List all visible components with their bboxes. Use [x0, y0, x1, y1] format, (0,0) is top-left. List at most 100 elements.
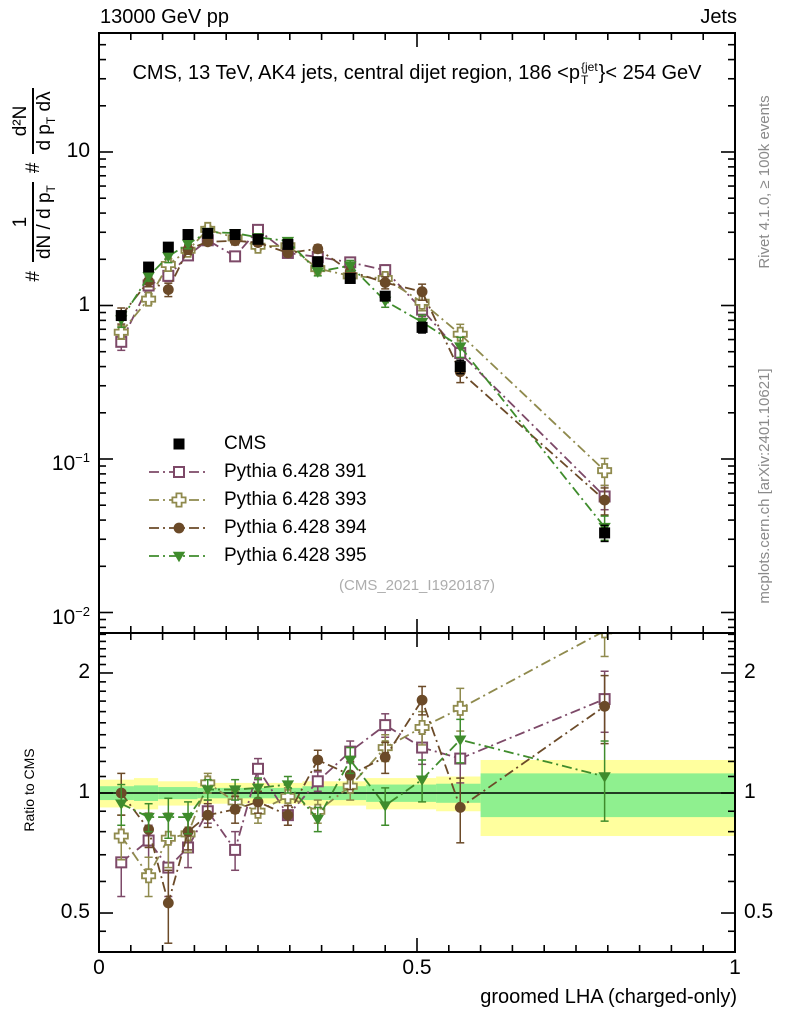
filled-triangle-marker [415, 775, 429, 786]
open-square-marker [252, 762, 264, 775]
filled-circle-marker [599, 700, 611, 712]
legend-item-pythia-394: Pythia 6.428 394 [148, 514, 367, 542]
legend-marker-sample [149, 492, 209, 508]
plot-title: CMS, 13 TeV, AK4 jets, central dijet reg… [99, 61, 735, 86]
filled-circle-marker [379, 277, 391, 288]
filled-circle-marker [162, 284, 174, 295]
cms-marker [182, 229, 194, 241]
cms-marker [312, 256, 324, 268]
ratio-y-axis-label: Ratio to CMS [21, 748, 37, 832]
beam-energy-label: 13000 GeV pp [100, 6, 229, 28]
filled-triangle-marker [454, 735, 467, 746]
cms-marker [454, 361, 466, 373]
open-cross-marker [113, 324, 129, 340]
hash-sign: # [23, 162, 44, 174]
series-main-cms [115, 227, 611, 543]
open-square-marker [229, 250, 242, 263]
open-cross-marker [414, 719, 430, 735]
ratio-y-tick-label-left: 1 [78, 780, 90, 803]
open-cross-marker [113, 828, 129, 844]
legend-label: Pythia 6.428 391 [224, 461, 367, 482]
legend-item-pythia-393: Pythia 6.428 393 [148, 486, 367, 514]
fraction-2-numerator: d²N [9, 105, 31, 137]
filled-circle-marker [229, 803, 241, 815]
cms-marker [379, 290, 391, 302]
filled-circle-marker [344, 769, 356, 781]
cms-marker [143, 261, 155, 273]
filled-triangle-marker [228, 785, 242, 796]
legend-marker-sample [149, 466, 209, 478]
filled-triangle-marker [201, 785, 214, 796]
filled-triangle-marker [379, 801, 392, 812]
main-y-tick-label: 10 [66, 139, 90, 162]
filled-triangle-marker [162, 812, 175, 824]
filled-circle-marker [252, 796, 264, 808]
pt-superscript: {jet T [581, 61, 598, 86]
series-ratio-line [120, 738, 605, 821]
x-tick-label: 0.5 [402, 956, 432, 979]
filled-circle-marker [173, 522, 185, 534]
filled-triangle-marker [181, 812, 195, 824]
filled-circle-marker [282, 809, 294, 821]
hash-sign: # [23, 271, 44, 282]
legend-label: Pythia 6.428 395 [224, 545, 367, 566]
plot-title-prefix: CMS, 13 TeV, AK4 jets, central dijet reg… [132, 61, 580, 84]
filled-triangle-marker [162, 252, 175, 263]
open-cross-marker [452, 326, 468, 342]
fraction-1-numerator: 1 [9, 216, 31, 228]
open-square-marker [173, 466, 185, 478]
filled-triangle-marker [311, 814, 324, 826]
legend-item-pythia-391: Pythia 6.428 391 [148, 458, 367, 486]
filled-triangle-marker [281, 780, 295, 791]
open-cross-marker [597, 463, 613, 479]
filled-circle-marker [599, 494, 611, 506]
legend-marker-sample [173, 438, 185, 450]
legend-label: CMS [224, 433, 267, 454]
cms-marker [344, 272, 356, 284]
filled-triangle-marker [142, 272, 155, 283]
filled-circle-marker [379, 751, 391, 763]
filled-triangle-marker [311, 267, 324, 278]
filled-triangle-marker [454, 342, 467, 353]
fraction-1-denominator: dN / d pT [31, 182, 59, 263]
cms-marker [229, 229, 241, 241]
open-cross-marker [452, 700, 468, 716]
cms-marker [416, 321, 428, 333]
plot-title-suffix: }< 254 GeV [598, 61, 702, 84]
ratio-y-tick-label-left: 0.5 [60, 900, 90, 924]
fraction-2-denominator: d pT dλ [31, 88, 59, 154]
main-y-tick-label: 10−1 [51, 450, 90, 475]
filled-circle-marker [454, 802, 466, 813]
x-tick-label: 0 [93, 956, 105, 979]
filled-triangle-marker [181, 239, 195, 251]
rivet-version-note: Rivet 4.1.0, ≥ 100k events [756, 95, 773, 269]
ratio-y-tick-label-right: 0.5 [744, 900, 774, 924]
analysis-id-watermark: (CMS_2021_I1920187) [339, 577, 495, 594]
legend-marker-sample [149, 522, 209, 534]
filled-circle-marker [416, 286, 428, 298]
pt-sup: {jet [580, 60, 598, 74]
open-cross-marker [160, 256, 176, 272]
filled-triangle-marker [344, 261, 357, 272]
ratio-y-tick-label-right: 1 [744, 780, 756, 803]
filled-circle-marker [312, 243, 324, 255]
cms-marker [282, 238, 294, 250]
filled-circle-marker [282, 247, 294, 259]
cms-marker [115, 310, 127, 322]
filled-triangle-marker [115, 799, 128, 810]
legend-label: Pythia 6.428 394 [224, 517, 367, 538]
main-y-axis-label: # 1 dN / d pT # d²N d pT dλ [2, 25, 66, 345]
filled-triangle-marker [142, 812, 155, 824]
open-cross-marker [597, 633, 613, 639]
open-cross-marker [141, 291, 157, 307]
cms-marker [599, 527, 611, 539]
filled-triangle-marker [598, 772, 611, 783]
filled-circle-marker [162, 897, 174, 909]
fraction-1: 1 dN / d pT [9, 182, 59, 263]
x-axis-label: groomed LHA (charged-only) [480, 986, 737, 1008]
filled-circle-marker [312, 754, 324, 766]
filled-circle-marker [416, 694, 428, 706]
ratio-y-tick-label-right: 2 [744, 659, 756, 683]
